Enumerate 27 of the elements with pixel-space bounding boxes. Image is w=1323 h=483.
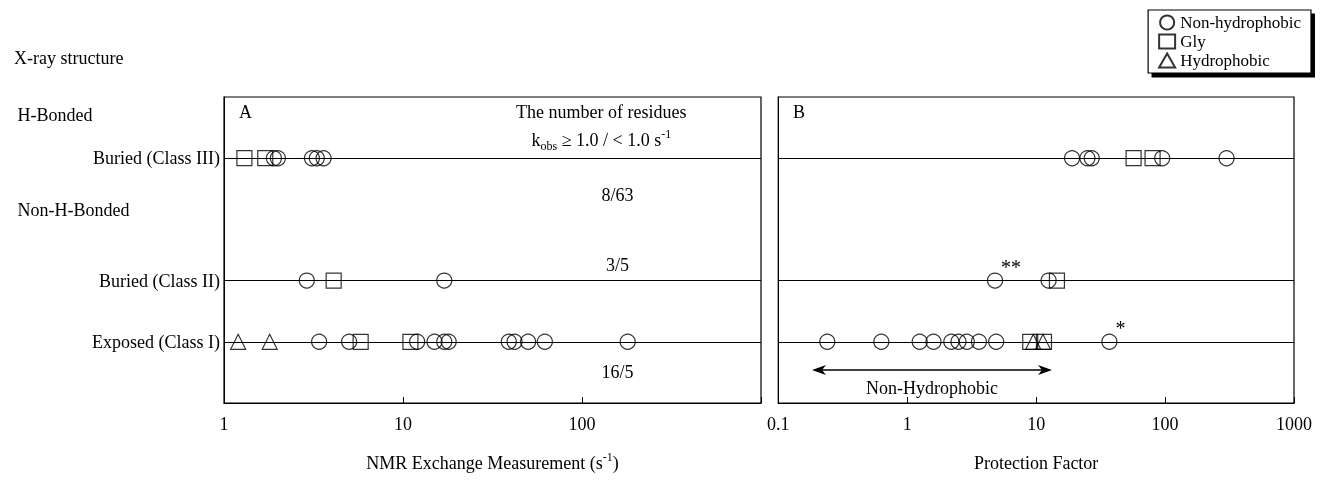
annotation: A <box>239 102 253 123</box>
x-tick-label: 100 <box>1151 414 1179 434</box>
legend-label: Hydrophobic <box>1180 51 1271 70</box>
legend-label: Non-hydrophobic <box>1180 13 1302 32</box>
x-tick-label: 1 <box>219 414 229 434</box>
x-tick-label: 100 <box>568 414 596 434</box>
y-axis-title: X-ray structure <box>14 48 124 68</box>
text: H-Bonded <box>17 105 93 126</box>
x-tick-label: 1000 <box>1276 414 1312 434</box>
y-tick-label: Buried (Class II) <box>99 270 220 292</box>
text: Non-H-Bonded <box>17 200 130 221</box>
y-tick-label: Buried (Class III) <box>93 148 220 170</box>
annotation: * <box>1115 316 1126 339</box>
annotation: Non-Hydrophobic <box>865 377 998 398</box>
legend-label: Gly <box>1180 32 1207 51</box>
x-tick-label: 10 <box>394 414 412 434</box>
x-tick-label: 1 <box>902 414 912 434</box>
y-tick-label: Exposed (Class I) <box>92 331 220 353</box>
annotation: B <box>792 102 805 123</box>
annotation: 8/63 <box>601 184 634 205</box>
x-axis-title: Protection Factor <box>973 453 1099 473</box>
x-tick-label: 10 <box>1027 414 1046 434</box>
annotation: 3/5 <box>605 255 629 276</box>
annotation: ** <box>1001 255 1022 278</box>
x-tick-label: 0.1 <box>767 414 790 434</box>
annotation: 16/5 <box>601 362 634 383</box>
annotation: The number of residues <box>516 102 687 123</box>
